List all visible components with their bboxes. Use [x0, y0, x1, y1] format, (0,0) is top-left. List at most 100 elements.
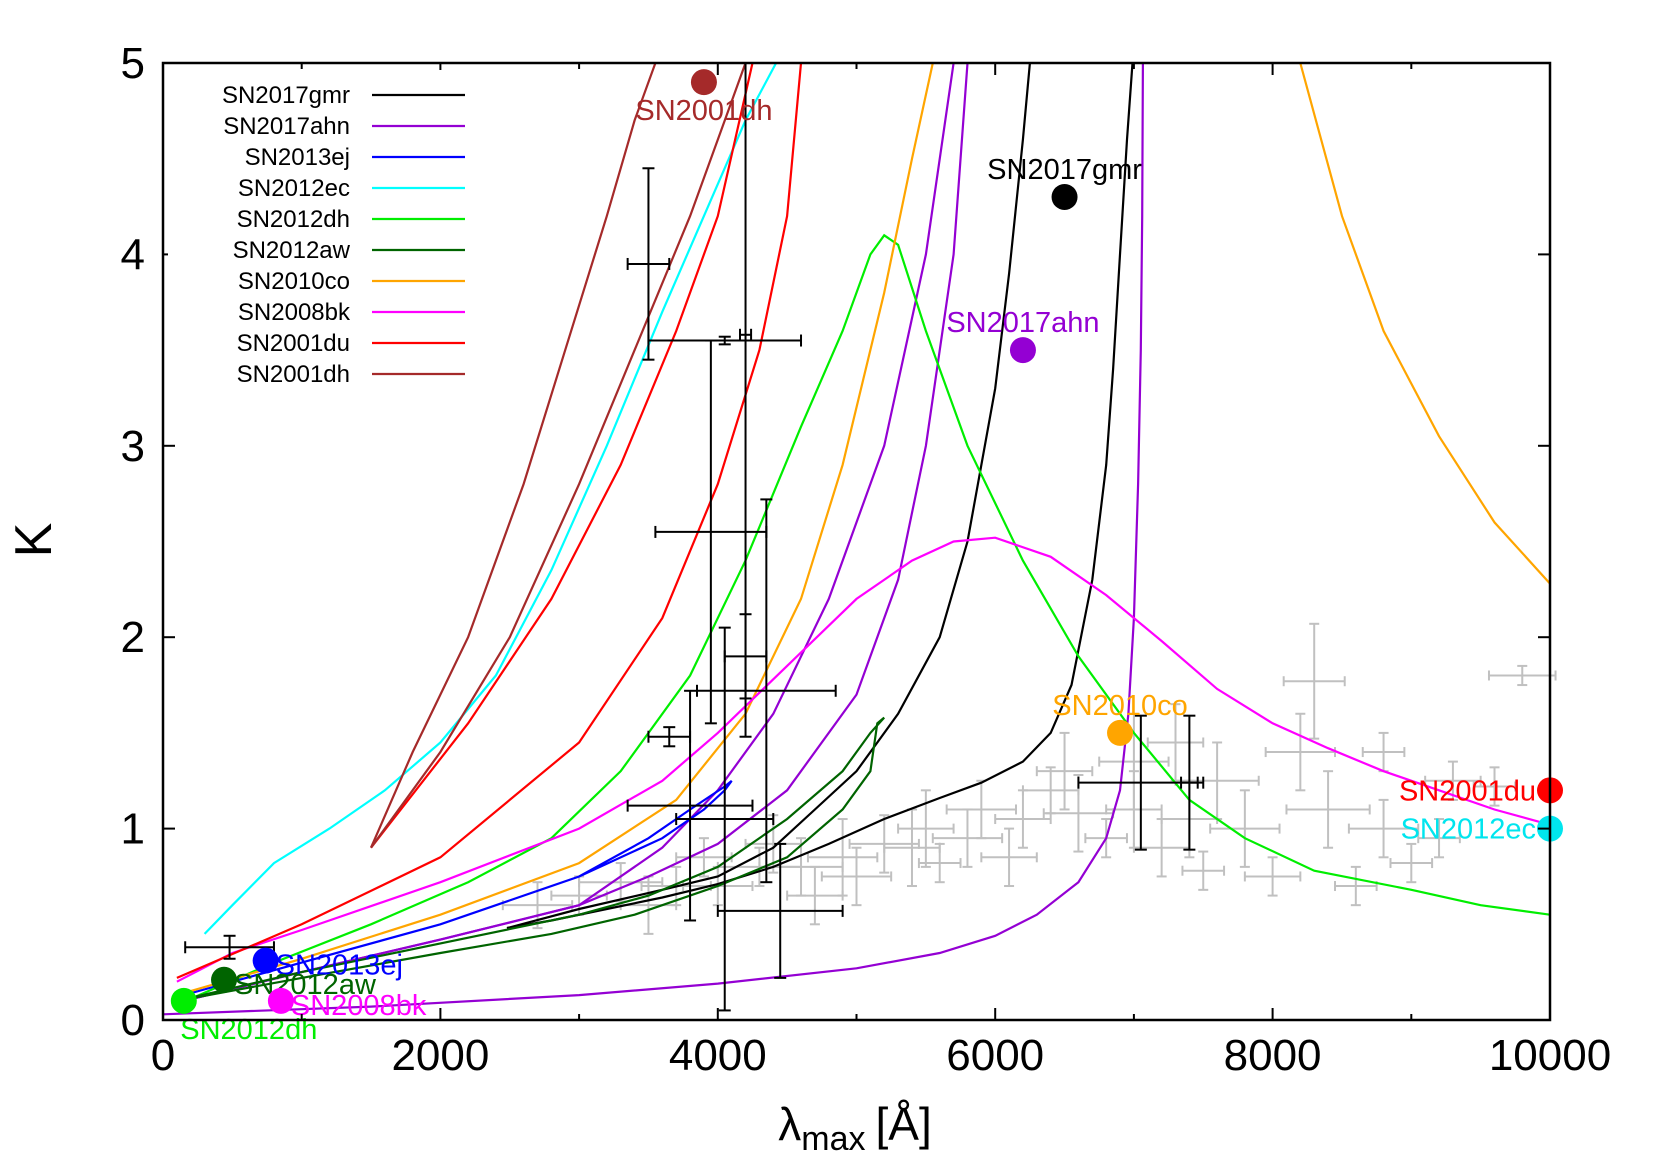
- x-tick-label: 6000: [946, 1031, 1044, 1080]
- legend-label: SN2013ej: [245, 144, 350, 171]
- y-tick-label: 5: [121, 39, 145, 88]
- gray-errorbar: [1282, 622, 1346, 740]
- gray-errorbar: [1035, 731, 1094, 811]
- y-tick-label: 2: [121, 613, 145, 662]
- black-errorbar: [647, 334, 803, 347]
- curve-sn2008bk: [176, 536, 1550, 983]
- black-errorbar: [738, 62, 753, 738]
- y-tick-label: 1: [121, 805, 145, 854]
- legend-entry-sn2013ej: SN2013ej: [245, 144, 465, 171]
- x-axis-title-sub: max: [801, 1120, 865, 1158]
- legend-label: SN2001dh: [237, 361, 350, 388]
- gray-errorbar: [897, 789, 955, 868]
- x-axis-title-unit: [Å]: [875, 1098, 931, 1150]
- gray-errorbar: [917, 842, 962, 884]
- x-tick-label: 8000: [1224, 1031, 1322, 1080]
- gray-errorbar: [1347, 798, 1420, 859]
- y-axis-title: K: [5, 522, 63, 557]
- x-tick-label: 0: [151, 1031, 175, 1080]
- marker-sn2017gmr: [1051, 183, 1078, 210]
- black-errorbar: [1077, 714, 1205, 851]
- gray-errorbar: [883, 808, 941, 888]
- y-tick-label: 4: [121, 230, 145, 279]
- black-errorbar: [647, 726, 692, 748]
- curve-sn2013ej: [176, 779, 733, 999]
- marker-sn2017ahn: [1009, 337, 1036, 364]
- gray-errorbar: [1334, 865, 1378, 907]
- curve-sn2017gmr: [506, 63, 1134, 930]
- marker-label-sn2001du: SN2001du: [1399, 775, 1536, 807]
- black-errorbar: [716, 842, 844, 979]
- legend-entry-sn2012ec: SN2012ec: [238, 175, 465, 202]
- legend-entry-sn2017ahn: SN2017ahn: [223, 113, 465, 140]
- marker-sn2010co: [1107, 719, 1134, 746]
- legend-label: SN2001du: [237, 330, 350, 357]
- legend-label: SN2017gmr: [222, 82, 350, 109]
- black-errorbar: [654, 339, 768, 725]
- marker-sn2008bk: [267, 987, 294, 1014]
- marker-label-sn2012dh: SN2012dh: [180, 1014, 317, 1046]
- legend-entry-sn2008bk: SN2008bk: [238, 299, 465, 326]
- marker-label-sn2001dh: SN2001dh: [635, 95, 772, 127]
- black-errorbar: [1180, 714, 1199, 851]
- marker-label-sn2012ec: SN2012ec: [1401, 814, 1536, 846]
- marker-sn2013ej: [252, 947, 279, 974]
- marker-label-sn2012aw: SN2012aw: [234, 969, 377, 1001]
- black-errorbars: [184, 62, 1205, 1012]
- gray-errorbar: [994, 789, 1052, 849]
- curve-sn2001dh: [370, 63, 747, 849]
- curve-sn2017gmr: [506, 63, 1031, 930]
- gray-errorbar: [1181, 850, 1226, 891]
- gray-errorbar: [1424, 760, 1482, 801]
- x-tick-label: 2000: [391, 1031, 489, 1080]
- gray-errorbar: [1209, 789, 1281, 868]
- marker-label-sn2010co: SN2010co: [1052, 690, 1187, 722]
- curve-sn2010co: [1299, 63, 1550, 585]
- curve-sn2012ec: [203, 63, 778, 935]
- x-axis-title: λmax [Å]: [778, 1098, 931, 1158]
- legend-entry-sn2001du: SN2001du: [237, 330, 465, 357]
- black-errorbar: [675, 626, 775, 1012]
- x-tick-label: 4000: [669, 1031, 767, 1080]
- x-axis-title-main: λ: [778, 1098, 801, 1150]
- marker-label-sn2017gmr: SN2017gmr: [987, 154, 1142, 186]
- legend-label: SN2008bk: [238, 299, 351, 326]
- legend-label: SN2012aw: [233, 237, 351, 264]
- legend-label: SN2012dh: [237, 206, 350, 233]
- legend-label: SN2010co: [238, 268, 350, 295]
- curve-sn2001du: [176, 63, 803, 979]
- legend-entry-sn2012aw: SN2012aw: [233, 237, 465, 264]
- marker-sn2012dh: [170, 987, 197, 1014]
- curve-sn2017ahn: [163, 63, 1145, 1016]
- gray-errorbar: [980, 827, 1038, 888]
- legend-entry-sn2010co: SN2010co: [238, 268, 465, 295]
- sn-markers: SN2001dh SN2017gmr SN2017ahn SN2010co SN2001…: [170, 69, 1563, 1046]
- gray-errorbar: [1487, 664, 1557, 687]
- marker-sn2012aw: [211, 966, 238, 993]
- curve-sn2001dh: [369, 63, 657, 849]
- legend-entry-sn2017gmr: SN2017gmr: [222, 82, 465, 109]
- marker-label-sn2013ej: SN2013ej: [276, 950, 403, 982]
- gray-errorbar: [945, 779, 1018, 840]
- x-tick-label: 10000: [1489, 1031, 1611, 1080]
- legend-entry-sn2012dh: SN2012dh: [237, 206, 465, 233]
- axes: 0 2000 4000 6000 8000 10000 0 1 2 3 4 5: [121, 39, 1612, 1080]
- marker-label-sn2008bk: SN2008bk: [291, 990, 427, 1022]
- gray-errorbar: [1243, 856, 1302, 897]
- gray-errorbar: [1417, 818, 1461, 859]
- gray-errorbar: [786, 865, 844, 926]
- black-errorbar: [626, 167, 671, 361]
- gray-errorbar: [1389, 842, 1434, 884]
- legend-entry-sn2001dh: SN2001dh: [237, 361, 465, 388]
- model-curves: [163, 63, 1550, 1016]
- gray-errorbar: [1285, 770, 1371, 849]
- legend-label: SN2012ec: [238, 175, 350, 202]
- gray-errorbar: [1084, 818, 1128, 859]
- legend-label: SN2017ahn: [223, 113, 350, 140]
- black-errorbar: [626, 689, 754, 922]
- gray-errorbar: [820, 846, 893, 907]
- curve-sn2001du: [370, 63, 754, 849]
- gray-errorbar: [1021, 766, 1080, 815]
- y-tick-label: 0: [121, 996, 145, 1045]
